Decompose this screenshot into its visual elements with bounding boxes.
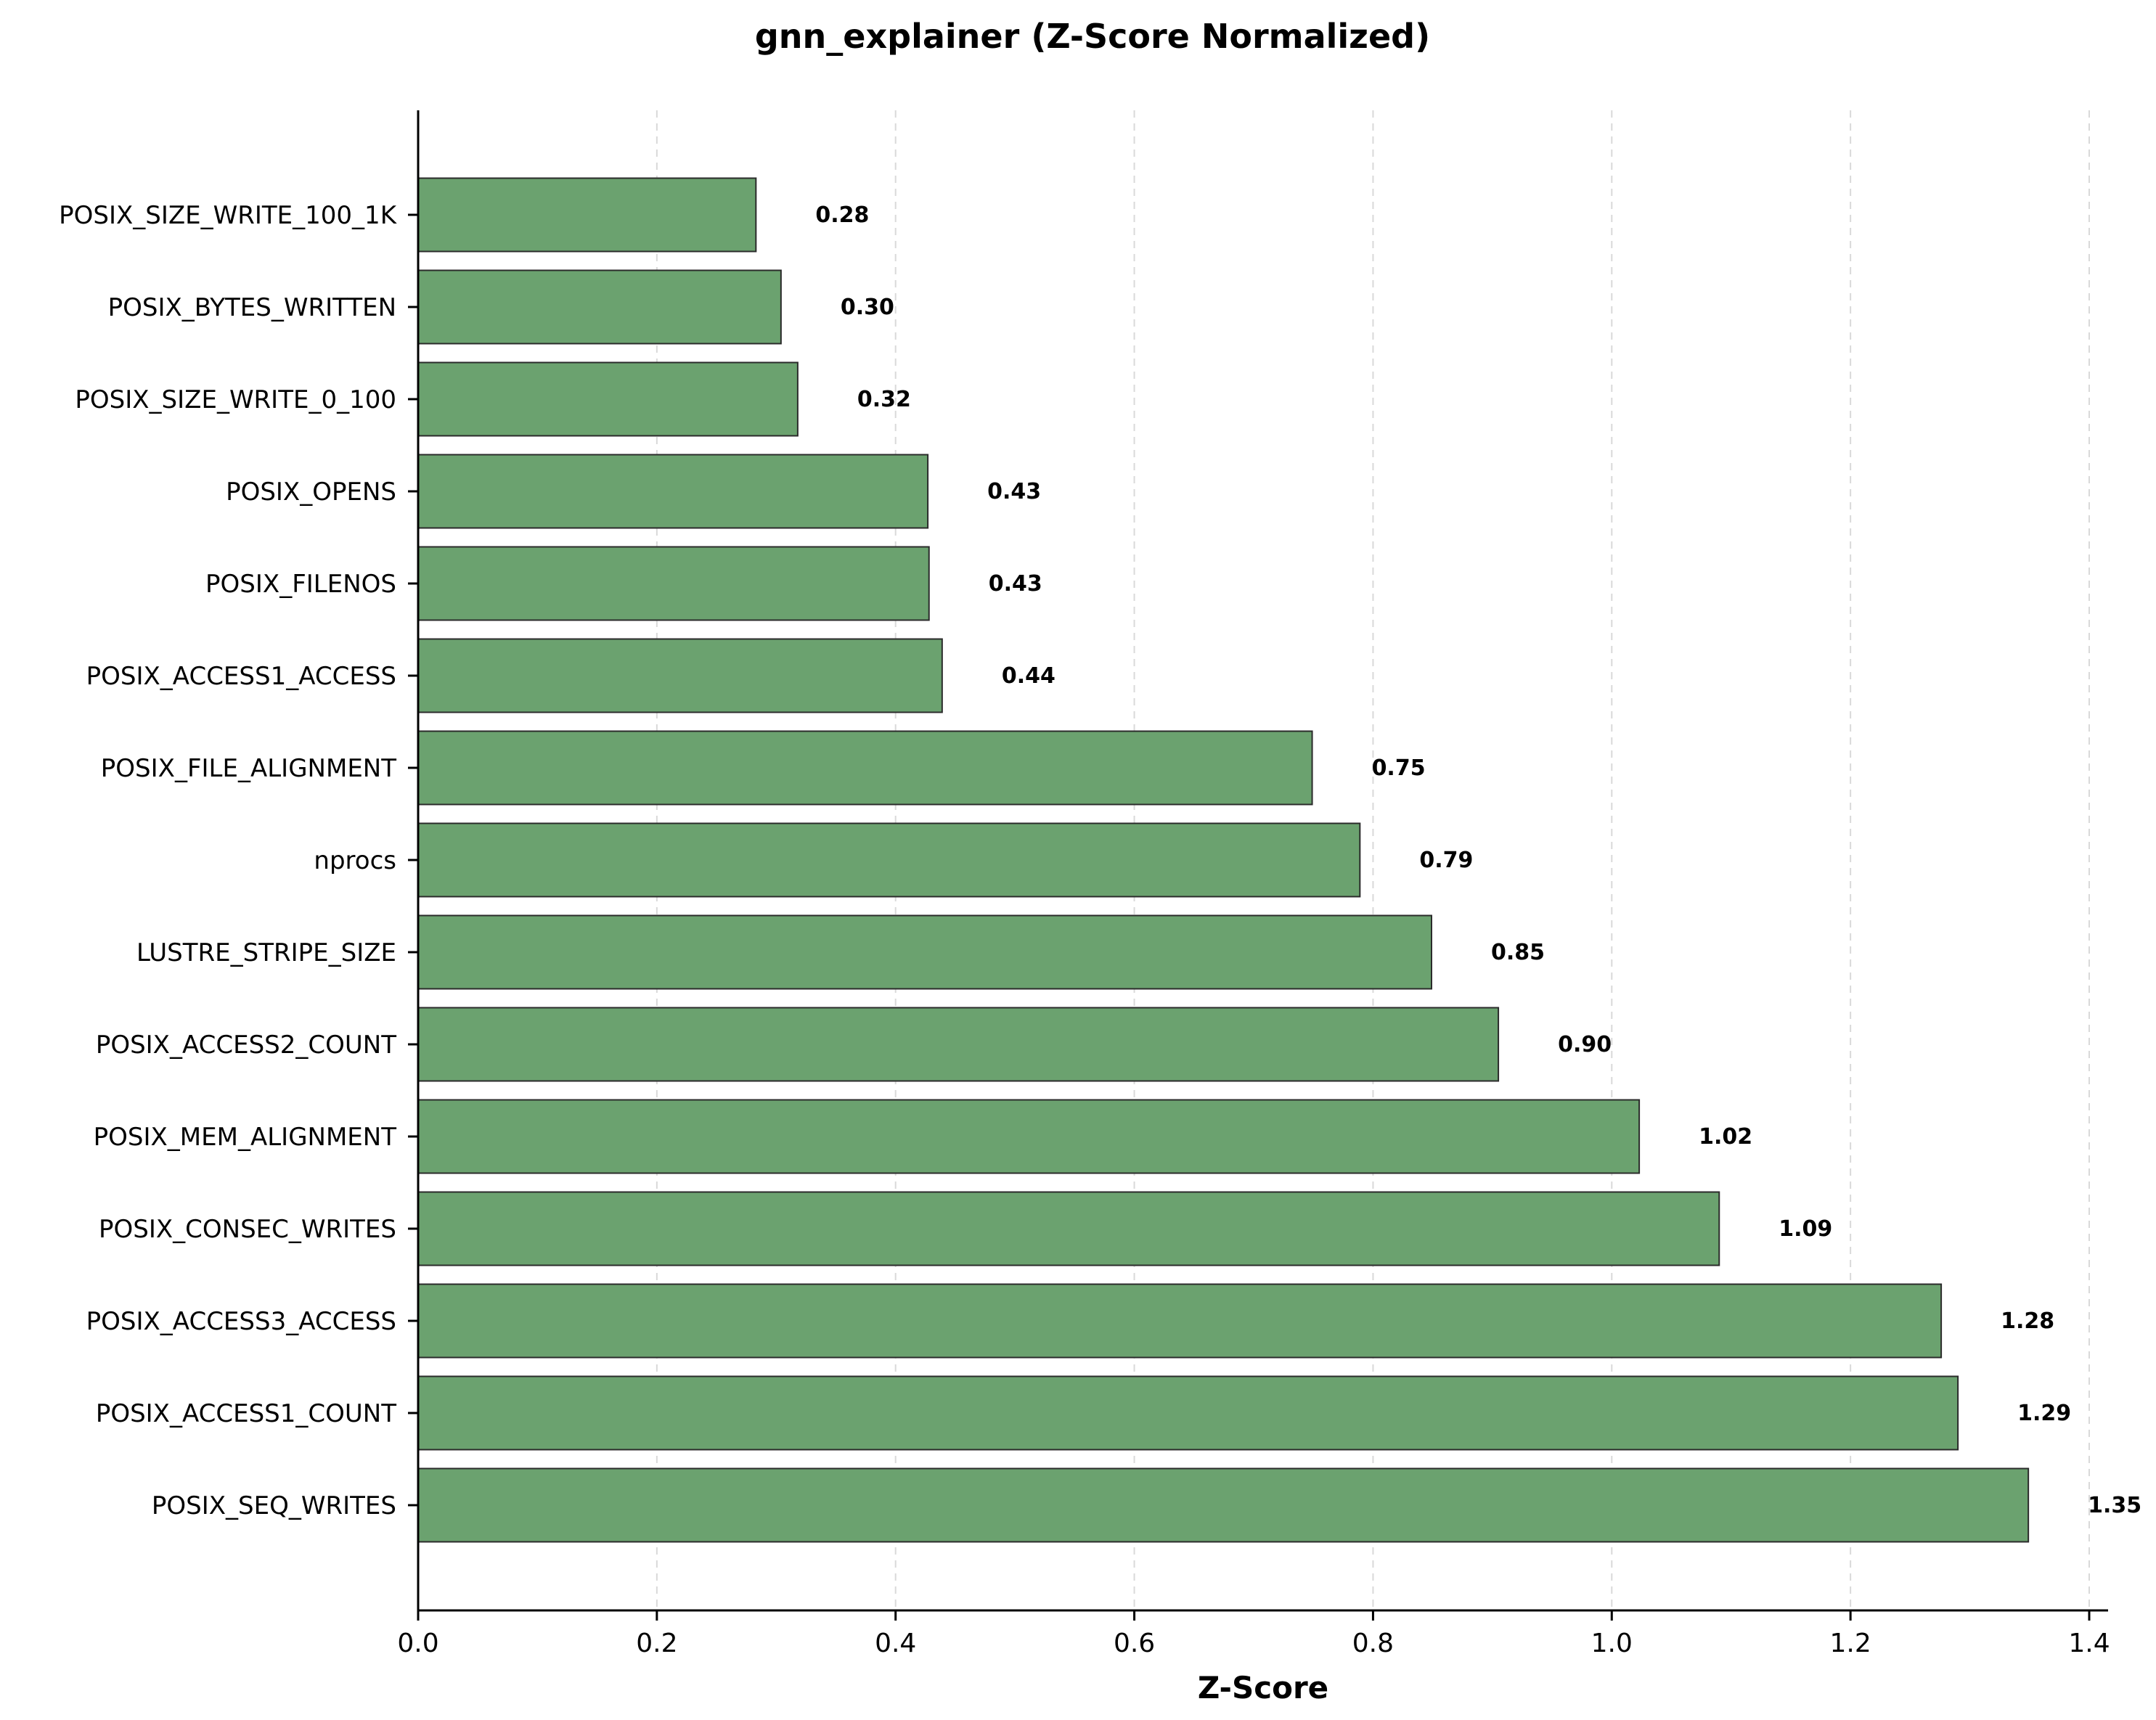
category-label: POSIX_ACCESS2_COUNT [96, 1031, 396, 1060]
bar [417, 822, 1361, 898]
bar [417, 454, 929, 529]
bar [417, 1467, 2030, 1543]
category-label: POSIX_FILE_ALIGNMENT [101, 754, 396, 783]
bar [417, 177, 757, 253]
value-label: 0.32 [857, 387, 911, 412]
value-label: 0.30 [841, 295, 894, 320]
x-tick-label: 0.4 [875, 1629, 916, 1658]
bar [417, 1007, 1500, 1082]
category-label: POSIX_ACCESS1_COUNT [96, 1399, 396, 1428]
category-label: POSIX_ACCESS3_ACCESS [86, 1307, 396, 1336]
bar [417, 1283, 1943, 1359]
x-axis-label: Z-Score [1198, 1670, 1328, 1705]
category-label: POSIX_CONSEC_WRITES [99, 1215, 396, 1244]
x-tick-label: 1.0 [1591, 1629, 1633, 1658]
value-label: 1.09 [1779, 1216, 1832, 1242]
category-label: POSIX_SIZE_WRITE_0_100 [75, 385, 396, 414]
x-tick-label: 0.6 [1114, 1629, 1155, 1658]
value-label: 0.79 [1419, 848, 1473, 873]
value-label: 0.43 [989, 571, 1042, 597]
category-label: nprocs [314, 846, 396, 875]
category-label: POSIX_BYTES_WRITTEN [108, 293, 396, 322]
x-tick-label: 0.2 [636, 1629, 677, 1658]
bar [417, 269, 782, 345]
bar [417, 730, 1313, 806]
bar [417, 914, 1432, 990]
bar [417, 1099, 1641, 1174]
value-label: 0.90 [1558, 1032, 1612, 1057]
category-labels: POSIX_SIZE_WRITE_100_1K POSIX_BYTES_WRITT… [59, 201, 418, 1520]
x-tick-label: 1.4 [2068, 1629, 2110, 1658]
category-label: POSIX_SEQ_WRITES [152, 1491, 396, 1520]
value-label: 0.85 [1491, 940, 1545, 965]
value-label: 0.28 [815, 202, 869, 228]
category-label: POSIX_ACCESS1_ACCESS [86, 662, 396, 691]
bar [417, 638, 943, 713]
category-label: POSIX_MEM_ALIGNMENT [94, 1123, 397, 1152]
value-label: 0.43 [987, 479, 1041, 504]
bar [417, 1375, 1959, 1451]
x-tick-label: 0.0 [397, 1629, 438, 1658]
value-label: 0.75 [1372, 755, 1426, 781]
value-label: 1.29 [2017, 1401, 2071, 1426]
chart-title: gnn_explainer (Z-Score Normalized) [755, 17, 1430, 56]
value-label: 1.28 [2001, 1309, 2054, 1334]
category-label: POSIX_OPENS [226, 478, 396, 507]
category-label: POSIX_FILENOS [205, 570, 396, 599]
value-label: 0.44 [1002, 663, 1055, 689]
bar [417, 1191, 1720, 1266]
bar [417, 361, 799, 437]
x-tick-label: 1.2 [1830, 1629, 1871, 1658]
value-label: 1.35 [2088, 1493, 2141, 1518]
x-tick-label: 0.8 [1352, 1629, 1394, 1658]
category-label: LUSTRE_STRIPE_SIZE [136, 938, 396, 967]
value-label: 1.02 [1699, 1124, 1752, 1150]
x-ticks: 0.0 0.2 0.4 0.6 0.8 1.0 1.2 1.4 [397, 1610, 2110, 1658]
value-labels: 0.28 0.30 0.32 0.43 0.43 0.44 0.75 0.79 0.85 0.90… [815, 202, 2141, 1518]
bars [417, 177, 2030, 1543]
category-label: POSIX_SIZE_WRITE_100_1K [59, 201, 398, 230]
bar [417, 546, 930, 621]
